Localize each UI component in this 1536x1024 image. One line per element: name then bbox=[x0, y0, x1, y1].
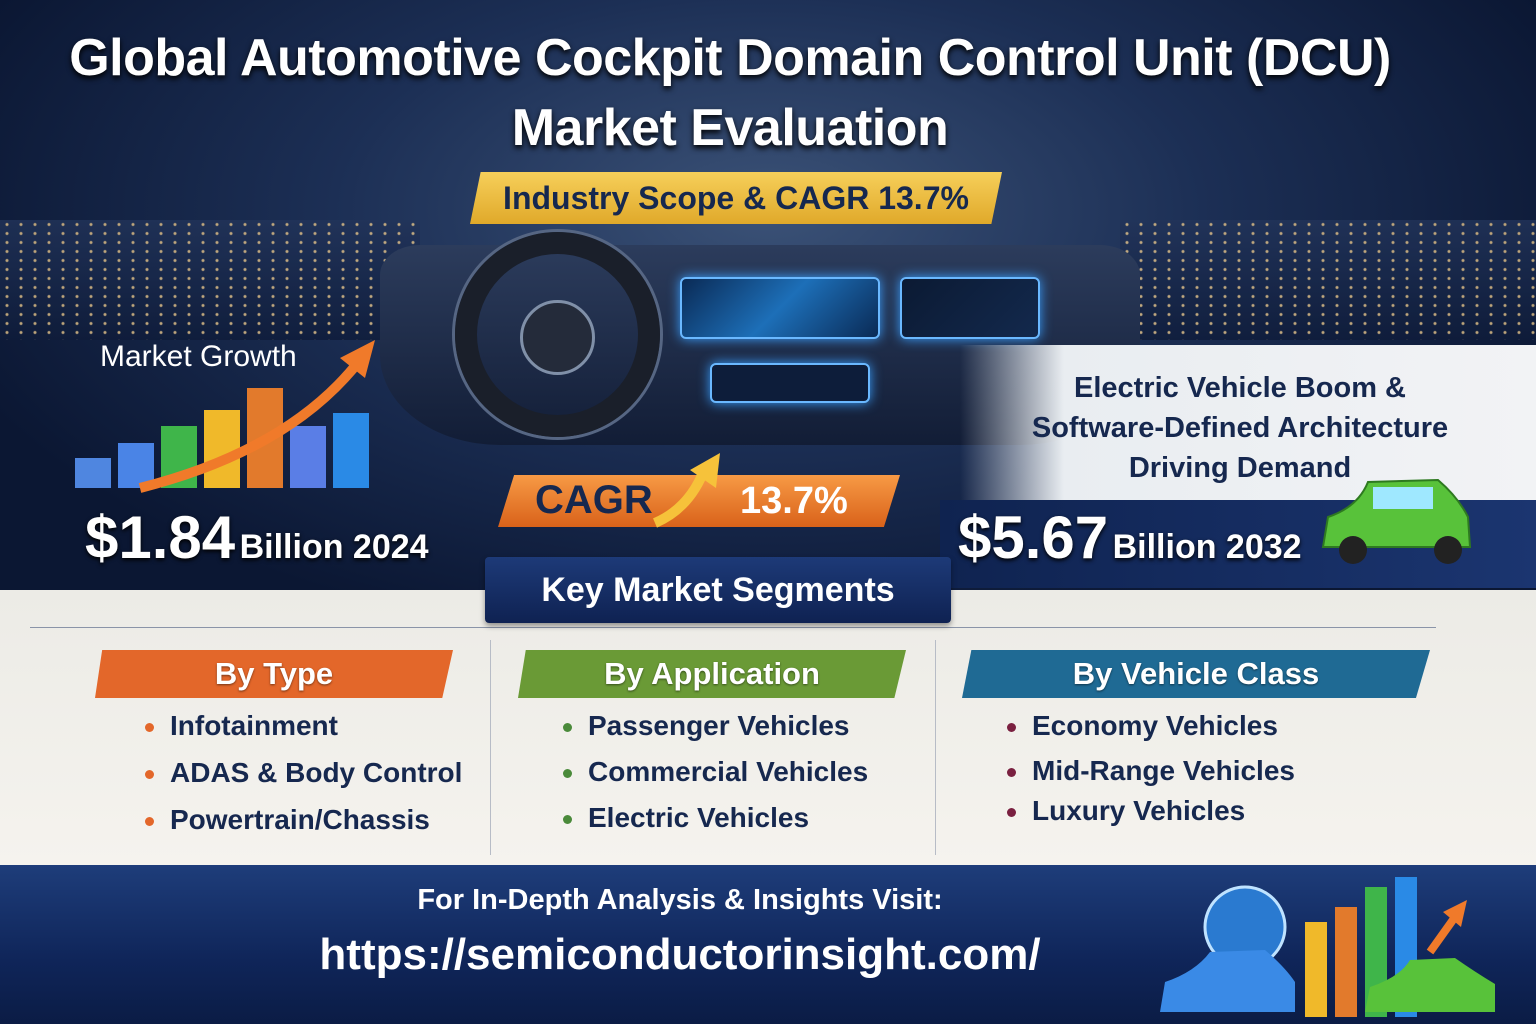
segment-item: Luxury Vehicles bbox=[1007, 795, 1245, 827]
bullet-icon bbox=[563, 723, 572, 733]
footer-cars-chart-icon bbox=[1160, 877, 1495, 1017]
segment-item: Mid-Range Vehicles bbox=[1007, 755, 1295, 787]
footer-url-link[interactable]: https://semiconductorinsight.com/ bbox=[319, 930, 1041, 979]
city-lights-left bbox=[0, 220, 420, 340]
city-lights-right bbox=[1120, 220, 1536, 340]
column-divider bbox=[935, 640, 936, 855]
growth-arrow bbox=[138, 356, 364, 493]
segment-item: Electric Vehicles bbox=[563, 802, 809, 834]
bullet-icon bbox=[1007, 723, 1016, 733]
market-value-2024: $1.84 Billion 2024 bbox=[85, 503, 429, 572]
growth-chart-icon bbox=[75, 340, 375, 493]
divider bbox=[30, 627, 1436, 628]
drivers-text: Electric Vehicle Boom & Software-Defined… bbox=[1010, 368, 1470, 488]
up-arrow-icon bbox=[652, 453, 720, 528]
bullet-icon bbox=[145, 770, 154, 780]
drivers-panel bbox=[960, 345, 1536, 505]
segment-header: By Vehicle Class bbox=[962, 650, 1430, 698]
bullet-icon bbox=[563, 769, 572, 779]
segment-item-label: Infotainment bbox=[170, 710, 338, 741]
scope-banner: Industry Scope & CAGR 13.7% bbox=[470, 172, 1002, 224]
growth-bar bbox=[118, 443, 154, 488]
bullet-icon bbox=[1007, 768, 1016, 778]
segment-item: Economy Vehicles bbox=[1007, 710, 1278, 742]
segment-header: By Type bbox=[95, 650, 453, 698]
navigation-screen bbox=[680, 277, 880, 339]
growth-bar bbox=[204, 410, 240, 488]
page-title-line1: Global Automotive Cockpit Domain Control… bbox=[69, 29, 1391, 87]
segment-item-label: Commercial Vehicles bbox=[588, 756, 869, 787]
bullet-icon bbox=[145, 817, 154, 827]
electric-car-icon bbox=[1321, 478, 1472, 564]
segment-item: Infotainment bbox=[145, 710, 338, 742]
bullet-icon bbox=[1007, 808, 1016, 818]
segment-item-label: ADAS & Body Control bbox=[170, 757, 463, 788]
value: $5.67 bbox=[958, 504, 1109, 571]
cagr-label: CAGR bbox=[535, 478, 653, 522]
segments-title: Key Market Segments bbox=[485, 557, 951, 623]
segment-item: Passenger Vehicles bbox=[563, 710, 850, 742]
climate-panel bbox=[710, 363, 870, 403]
unit: Billion 2024 bbox=[239, 528, 429, 566]
drivers-line3: Driving Demand bbox=[1128, 452, 1352, 484]
drivers-line1: Electric Vehicle Boom & bbox=[1073, 372, 1406, 404]
footer-cta: For In-Depth Analysis & Insights Visit: bbox=[417, 884, 943, 916]
unit: Billion 2032 bbox=[1112, 528, 1302, 566]
segment-item-label: Electric Vehicles bbox=[588, 802, 810, 833]
column-divider bbox=[490, 640, 491, 855]
segment-item-label: Economy Vehicles bbox=[1032, 710, 1278, 741]
bullet-icon bbox=[563, 815, 572, 825]
segment-item: Powertrain/Chassis bbox=[145, 804, 430, 836]
segment-item-label: Mid-Range Vehicles bbox=[1032, 755, 1295, 786]
steering-hub-icon bbox=[520, 300, 595, 375]
segment-item-label: Powertrain/Chassis bbox=[170, 804, 430, 835]
segment-item-label: Luxury Vehicles bbox=[1032, 795, 1246, 826]
growth-arrowhead bbox=[340, 340, 375, 378]
market-value-2032: $5.67 Billion 2032 bbox=[958, 503, 1302, 572]
growth-bar bbox=[290, 426, 326, 488]
drivers-line2: Software-Defined Architecture bbox=[1031, 412, 1449, 444]
value: $1.84 bbox=[85, 504, 236, 571]
segments-section bbox=[0, 590, 1536, 865]
vehicle-screen bbox=[900, 277, 1040, 339]
growth-bar bbox=[75, 458, 111, 488]
segment-header: By Application bbox=[518, 650, 906, 698]
page-title-line2: Market Evaluation bbox=[511, 99, 949, 157]
cagr-value: 13.7% bbox=[740, 480, 848, 522]
market-growth-label: Market Growth bbox=[100, 340, 297, 373]
segment-item-label: Passenger Vehicles bbox=[588, 710, 850, 741]
segment-item: ADAS & Body Control bbox=[145, 757, 462, 789]
growth-bar bbox=[333, 413, 369, 488]
bullet-icon bbox=[145, 723, 154, 733]
segment-item: Commercial Vehicles bbox=[563, 756, 868, 788]
